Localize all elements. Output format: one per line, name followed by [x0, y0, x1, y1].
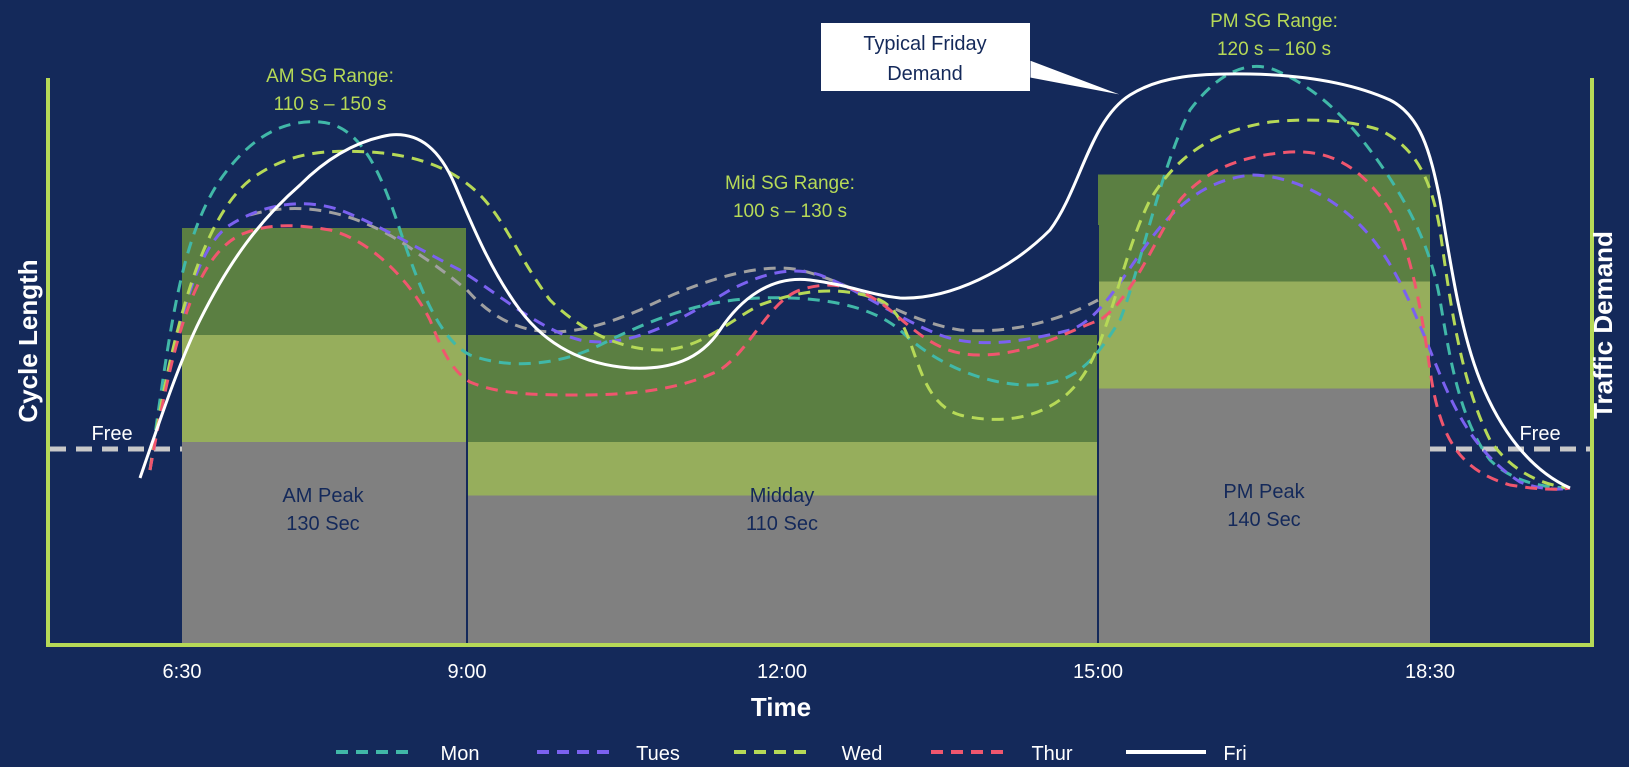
legend-label-thur: Thur: [1031, 743, 1072, 765]
callout-pointer: [1029, 59, 1126, 97]
legend-label-mon: Mon: [441, 743, 480, 765]
x-tick-label-2: 12:00: [757, 661, 807, 683]
legend-label-tues: Tues: [636, 743, 680, 765]
pm-peak-label: PM Peak: [1223, 481, 1305, 503]
sg-lower-band-0: [182, 335, 467, 442]
demand-curves: [138, 64, 1571, 491]
callout-line1: Typical Friday: [863, 33, 986, 55]
free-label-right: Free: [1519, 423, 1560, 445]
callout-line2: Demand: [887, 63, 963, 85]
legend-label-fri: Fri: [1223, 743, 1246, 765]
pm-range-title: PM SG Range:: [1210, 11, 1338, 32]
am-range-text: 110 s – 150 s: [274, 94, 387, 115]
am-peak-value: 130 Sec: [286, 513, 359, 535]
midday-value: 110 Sec: [746, 513, 818, 535]
sg-upper-band-1: [467, 335, 1098, 442]
curve-mon: [148, 64, 1571, 490]
sg-lower-band-1: [467, 442, 1098, 496]
curve-thur: [148, 150, 1571, 491]
axes: [46, 78, 1594, 647]
cycle-blocks: [182, 174, 1430, 645]
am-peak-label: AM Peak: [282, 485, 364, 507]
curve-wed: [148, 118, 1571, 490]
legend-label-wed: Wed: [842, 743, 883, 765]
mid-range-text: 100 s – 130 s: [733, 201, 847, 222]
x-tick-label-3: 15:00: [1073, 661, 1123, 683]
sg-lower-band-2: [1098, 281, 1430, 389]
curve-tues: [148, 173, 1571, 491]
sg-upper-band-0: [182, 228, 467, 335]
x-axis-title: Time: [751, 692, 811, 722]
x-tick-label-0: 6:30: [163, 661, 202, 683]
period-dividers: [466, 225, 1099, 645]
x-tick-labels: 6:30 9:00 12:00 15:00 18:30: [163, 661, 1456, 683]
midday-label: Midday: [750, 485, 814, 507]
curve-fri: [138, 72, 1571, 490]
cycle-block-0: [182, 442, 467, 645]
x-tick-label-4: 18:30: [1405, 661, 1455, 683]
am-range-title: AM SG Range:: [266, 66, 394, 87]
friday-callout: Typical Friday Demand: [821, 23, 1126, 97]
free-label-left: Free: [91, 423, 132, 445]
mid-range-title: Mid SG Range:: [725, 173, 855, 194]
sg-upper-band-2: [1098, 174, 1430, 282]
cycle-block-2: [1098, 388, 1430, 645]
legend: Mon Tues Wed Thur Fri: [336, 743, 1247, 765]
x-tick-label-1: 9:00: [448, 661, 487, 683]
midday-gray-curve: [249, 206, 1099, 334]
y-axis-title-left: Cycle Length: [13, 259, 43, 422]
pm-range-text: 120 s – 160 s: [1217, 39, 1331, 60]
pm-peak-value: 140 Sec: [1227, 509, 1300, 531]
callout-box: [821, 23, 1030, 91]
y-axis-title-right: Traffic Demand: [1588, 231, 1618, 419]
cycle-block-1: [467, 495, 1098, 645]
